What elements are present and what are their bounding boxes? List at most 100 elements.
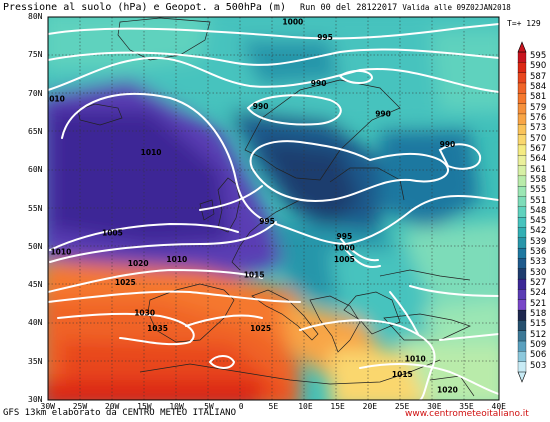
scale-value: 573: [530, 123, 547, 134]
scale-swatch: [517, 289, 527, 301]
scale-bottom-arrow: [517, 371, 527, 383]
scale-swatch: [517, 144, 527, 156]
scale-value: 539: [530, 236, 547, 247]
run-label: Run 00 del 28122017: [300, 3, 398, 13]
isobar-label: 1005: [334, 255, 355, 264]
website-link[interactable]: www.centrometeoitaliano.it: [405, 409, 529, 419]
isobar-label: 990: [440, 140, 456, 149]
scale-value: 595: [530, 51, 547, 61]
scale-value: 551: [530, 195, 547, 206]
scale-value: 576: [530, 112, 547, 123]
scale-value: 518: [530, 309, 547, 320]
scale-swatch: [517, 340, 527, 352]
isobar-label: 995: [337, 232, 353, 241]
scale-swatch: [517, 278, 527, 290]
scale-swatch: [517, 72, 527, 84]
lon-label: 30E: [427, 402, 442, 411]
scale-swatch: [517, 186, 527, 197]
geopotential-field: 1000 995 990 990 990 990 1010 1010 995 995 1000 100…: [44, 17, 499, 400]
scale-swatch: [517, 51, 527, 63]
scale-swatch: [517, 258, 527, 270]
color-scale: [517, 51, 527, 373]
isobar-label: 990: [253, 102, 269, 111]
lat-label: 50N: [28, 241, 43, 251]
lat-label: 35N: [28, 356, 43, 366]
lon-label: 35E: [459, 402, 474, 411]
isobar-label: 1010: [141, 148, 162, 157]
isobar-labels: 1000 995 990 990 990 990 1010 1010 995 995 1000 100…: [44, 18, 458, 395]
isobar-label: 1015: [392, 370, 413, 379]
isobar-label: 1025: [115, 278, 136, 287]
scale-value: 503: [530, 360, 547, 371]
lon-label: 25W: [72, 402, 88, 411]
scale-value: 584: [530, 81, 547, 92]
scale-swatch: [517, 175, 527, 187]
lat-label: 60N: [28, 165, 43, 175]
scale-swatch: [517, 217, 527, 228]
scale-swatch: [517, 309, 527, 321]
scale-value: 506: [530, 350, 547, 361]
lat-label: 40N: [28, 318, 43, 328]
lat-label: 55N: [28, 203, 43, 213]
lat-label: 30N: [28, 395, 43, 404]
isobar-label: 1010: [405, 355, 426, 364]
isobar-label: 1010: [50, 247, 71, 256]
scale-swatch: [517, 62, 527, 74]
isobar-label: 1010: [44, 94, 65, 103]
scale-value: 564: [530, 154, 547, 165]
forecast-hour: T=+ 129: [507, 19, 541, 28]
lon-label: 25E: [394, 402, 410, 411]
scale-swatch: [517, 93, 527, 105]
scale-swatch: [517, 124, 527, 136]
scale-value: 590: [530, 61, 547, 72]
scale-swatch: [517, 165, 527, 177]
scale-swatch: [517, 196, 527, 208]
isobar-label: 1005: [102, 228, 123, 237]
graticule: [48, 17, 499, 400]
scale-swatch: [517, 227, 527, 239]
scale-swatch: [517, 330, 527, 342]
lon-label: 30W: [40, 402, 55, 411]
isobar-label: 1000: [334, 244, 355, 253]
scale-top-arrow: [517, 41, 527, 53]
scale-value: 536: [530, 247, 547, 258]
scale-swatch: [517, 155, 527, 166]
scale-value: 545: [530, 216, 547, 227]
lon-label: 5W: [204, 402, 214, 411]
scale-value: 530: [530, 267, 547, 278]
scale-swatch: [517, 361, 527, 373]
scale-swatch: [517, 82, 527, 94]
scale-value: 558: [530, 174, 547, 185]
scale-value: 555: [530, 185, 547, 196]
lat-label: 65N: [28, 126, 43, 136]
scale-swatch: [517, 134, 527, 146]
map-title: Pressione al suolo (hPa) e Geopot. a 500…: [3, 2, 286, 13]
scale-value: 579: [530, 102, 547, 113]
lon-label: 20E: [362, 402, 378, 411]
scale-value: 515: [530, 319, 547, 330]
isobar-lines: [48, 23, 499, 400]
scale-swatch: [517, 103, 527, 115]
scale-value: 548: [530, 205, 547, 216]
plot-frame: [47, 16, 500, 401]
run-info: Run 00 del 28122017 Valida alle 09Z02JAN…: [300, 3, 511, 13]
lat-label: 75N: [28, 50, 43, 60]
isobar-label: 1025: [250, 324, 271, 333]
scale-swatch: [517, 299, 527, 311]
isobar-label: 1000: [282, 18, 303, 27]
scale-swatch: [517, 206, 527, 218]
isobar-label: 1015: [244, 270, 265, 279]
scale-value: 587: [530, 71, 547, 82]
scale-value: 527: [530, 278, 547, 289]
valid-label: Valida alle 09Z02JAN2018: [402, 3, 511, 12]
scale-swatch: [517, 247, 527, 259]
lon-label: 10E: [298, 402, 313, 411]
lon-label: 5E: [268, 402, 279, 411]
scale-value: 570: [530, 133, 547, 144]
isobar-label: 990: [311, 79, 327, 88]
lon-label: 15W: [137, 402, 152, 411]
scale-value: 512: [530, 329, 547, 340]
lon-label: 0: [238, 402, 244, 411]
scale-value: 542: [530, 226, 547, 237]
